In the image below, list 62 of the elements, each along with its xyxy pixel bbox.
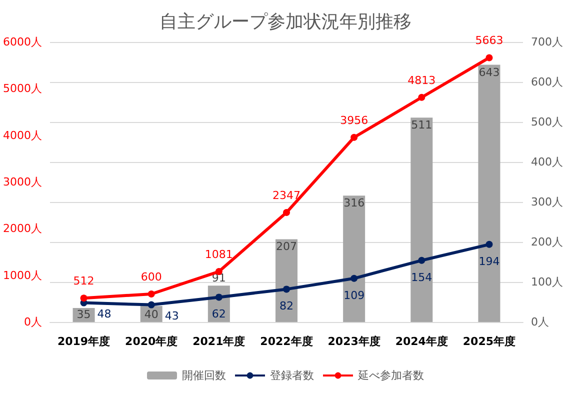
data-label: 1081 <box>204 248 233 262</box>
point <box>148 290 155 298</box>
point <box>350 134 358 141</box>
data-label: 207 <box>276 240 297 254</box>
data-label: 62 <box>212 308 226 321</box>
data-label: 512 <box>73 274 94 288</box>
x-tick-label: 2020年度 <box>125 335 178 348</box>
x-tick-label: 2023年度 <box>328 335 380 348</box>
y2-tick-label: 700人 <box>531 36 563 48</box>
y-tick-label: 4000人 <box>2 128 42 142</box>
legend-label: 開催回数 <box>182 369 226 382</box>
y-tick-label: 1000人 <box>2 268 42 282</box>
data-label: 35 <box>76 308 91 321</box>
data-label: 643 <box>478 66 500 79</box>
bar <box>343 196 366 322</box>
legend-label: 登録者数 <box>270 369 314 382</box>
data-label: 3956 <box>340 114 368 127</box>
y2-tick-label: 300人 <box>531 196 563 208</box>
y2-tick-label: 500人 <box>531 116 563 128</box>
data-label: 5663 <box>475 34 504 48</box>
bar <box>410 118 433 322</box>
data-label: 82 <box>279 300 294 313</box>
y-tick-label: 2000人 <box>2 222 42 236</box>
chart-title: 自主グループ参加状況年別推移 <box>160 12 412 32</box>
x-tick-label: 2024年度 <box>395 335 448 348</box>
point <box>486 54 493 62</box>
y2-tick-label: 600人 <box>531 76 563 88</box>
y-tick-label: 0人 <box>24 316 42 328</box>
point <box>486 240 493 248</box>
y2-tick-label: 0人 <box>531 316 549 328</box>
point <box>283 286 290 293</box>
point <box>418 94 426 101</box>
data-label: 48 <box>97 307 112 320</box>
y-tick-label: 3000人 <box>2 176 42 188</box>
data-label: 316 <box>344 196 365 210</box>
point <box>283 208 290 216</box>
y2-tick-label: 200人 <box>531 236 563 248</box>
point <box>350 274 358 282</box>
point <box>418 256 426 264</box>
legend-label: 延べ参加者数 <box>357 369 424 382</box>
point <box>148 301 155 308</box>
data-label: 109 <box>344 288 365 302</box>
data-label: 194 <box>478 254 500 268</box>
y2-tick-label: 100人 <box>531 276 563 288</box>
data-label: 2347 <box>272 188 300 202</box>
y-tick-label: 5000人 <box>2 82 42 96</box>
bar <box>478 64 500 322</box>
x-tick-label: 2025年度 <box>462 335 516 348</box>
x-tick-label: 2019年度 <box>57 335 110 348</box>
data-label: 4813 <box>408 74 436 87</box>
y-tick-label: 6000人 <box>2 36 42 48</box>
y2-tick-label: 400人 <box>531 156 563 168</box>
data-label: 154 <box>411 270 432 284</box>
point <box>215 294 222 301</box>
data-label: 40 <box>144 308 158 321</box>
data-label: 511 <box>411 118 432 132</box>
data-label: 600 <box>140 270 162 284</box>
bar <box>275 239 298 322</box>
point <box>80 294 88 302</box>
x-tick-label: 2022年度 <box>260 335 313 348</box>
data-label: 43 <box>164 309 179 322</box>
x-tick-label: 2021年度 <box>192 335 246 348</box>
